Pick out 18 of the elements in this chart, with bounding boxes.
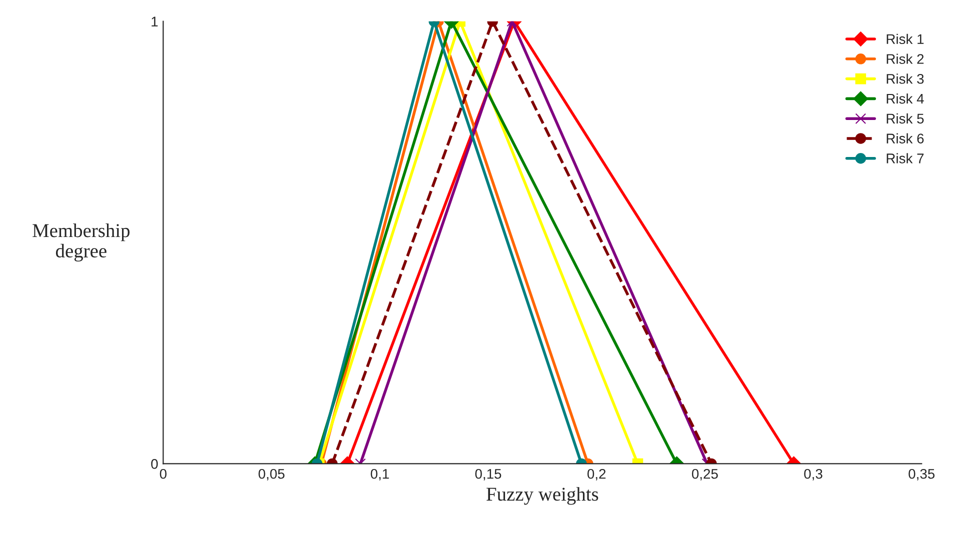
- legend-label: Risk 5: [886, 113, 924, 124]
- legend-label: Risk 1: [886, 34, 924, 44]
- x-tick-label: 0,25: [692, 468, 718, 480]
- legend-label: Risk 2: [886, 54, 924, 64]
- x-tick-label: 0: [160, 468, 167, 479]
- x-tick-label: 0,3: [804, 468, 822, 480]
- x-tick-label: 0,2: [587, 468, 606, 480]
- y-axis-title: Membership degree: [32, 224, 130, 262]
- x-tick-label: 0,15: [475, 468, 502, 480]
- x-tick-label: 0,1: [370, 468, 389, 480]
- legend-label: Risk 3: [886, 74, 924, 84]
- legend-label: Risk 6: [886, 133, 924, 144]
- legend-label: Risk 4: [886, 93, 924, 104]
- legend-label: Risk 7: [886, 153, 924, 164]
- x-tick-label: 0,35: [908, 468, 935, 480]
- x-tick-label: 0,05: [258, 468, 284, 480]
- y-tick-label: 1: [152, 16, 158, 26]
- x-axis-title: Fuzzy weights: [486, 487, 598, 505]
